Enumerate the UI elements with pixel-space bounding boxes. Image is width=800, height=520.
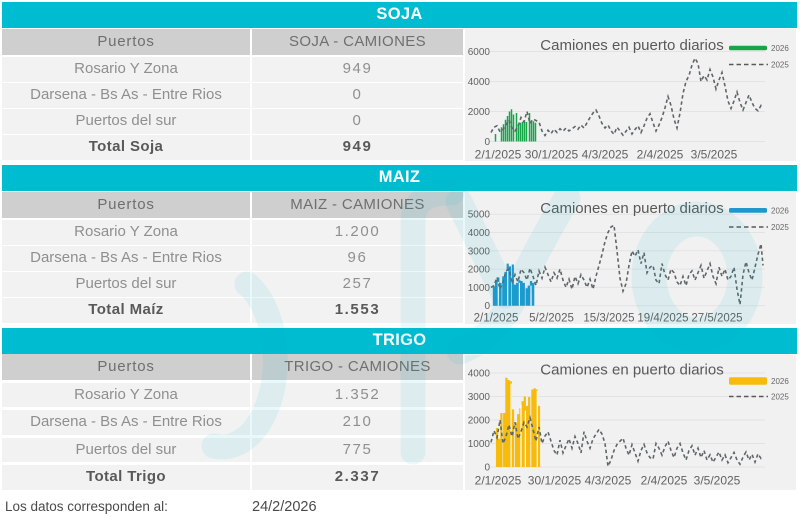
svg-text:5/2/2025: 5/2/2025 [529,313,574,325]
svg-text:2025: 2025 [771,393,789,402]
svg-text:Camiones en puerto diarios: Camiones en puerto diarios [540,37,723,54]
svg-text:Camiones en puerto diarios: Camiones en puerto diarios [540,200,723,217]
svg-text:2026: 2026 [771,44,789,53]
svg-text:2/1/2025: 2/1/2025 [475,148,522,162]
svg-text:3/5/2025: 3/5/2025 [691,148,738,162]
svg-text:2025: 2025 [771,61,789,70]
svg-text:2/1/2025: 2/1/2025 [475,474,522,488]
svg-text:2000: 2000 [468,265,491,276]
svg-text:1000: 1000 [468,283,491,294]
svg-text:2000: 2000 [468,107,491,118]
svg-text:2026: 2026 [771,206,789,215]
svg-text:3000: 3000 [468,392,491,403]
svg-text:30/1/2025: 30/1/2025 [528,474,582,488]
svg-text:2/4/2025: 2/4/2025 [641,474,688,488]
svg-text:27/5/2025: 27/5/2025 [691,313,742,325]
svg-text:Camiones en puerto diarios: Camiones en puerto diarios [540,362,723,379]
svg-text:2025: 2025 [771,223,789,232]
svg-text:0: 0 [484,463,490,474]
svg-text:2/1/2025: 2/1/2025 [474,313,519,325]
svg-text:3000: 3000 [468,246,491,257]
svg-text:4/3/2025: 4/3/2025 [582,148,629,162]
svg-text:30/1/2025: 30/1/2025 [525,148,579,162]
svg-text:15/3/2025: 15/3/2025 [583,313,634,325]
svg-text:2026: 2026 [771,377,789,386]
svg-text:2/4/2025: 2/4/2025 [637,148,684,162]
svg-text:4000: 4000 [468,369,491,380]
svg-text:3/5/2025: 3/5/2025 [694,474,741,488]
svg-text:0: 0 [484,301,490,312]
svg-text:6000: 6000 [468,47,491,58]
svg-text:2000: 2000 [468,416,491,427]
svg-text:4/3/2025: 4/3/2025 [585,474,632,488]
svg-text:1000: 1000 [468,439,491,450]
svg-text:4000: 4000 [468,77,491,88]
svg-text:5000: 5000 [468,210,491,221]
svg-text:0: 0 [484,137,490,148]
svg-text:4000: 4000 [468,228,491,239]
svg-text:19/4/2025: 19/4/2025 [637,313,688,325]
